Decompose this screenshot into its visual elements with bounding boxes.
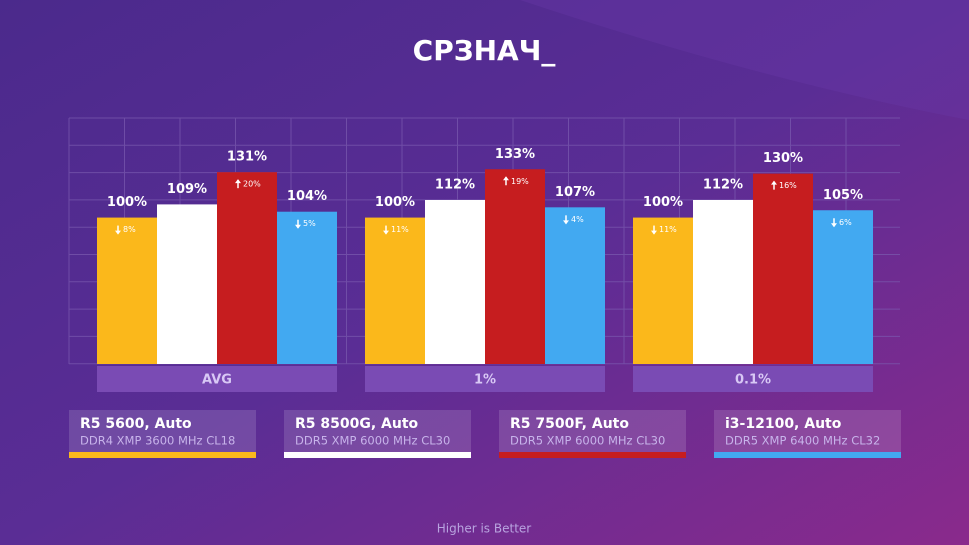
- category-band: [365, 366, 605, 392]
- change-arrow: [771, 180, 777, 190]
- value-label: 100%: [375, 195, 415, 210]
- legend-box: [499, 410, 686, 458]
- legend-swatch: [499, 452, 686, 458]
- category-band: [633, 366, 873, 392]
- bar: [157, 204, 217, 364]
- change-label: 6%: [839, 218, 852, 227]
- legend-box: [69, 410, 256, 458]
- arrow-head: [503, 176, 509, 181]
- bar: [545, 207, 605, 364]
- arrow-head: [771, 180, 777, 185]
- bar: [365, 217, 425, 364]
- arrow-head: [115, 230, 121, 235]
- change-label: 19%: [511, 177, 529, 186]
- change-label: 16%: [779, 181, 797, 190]
- bar: [425, 200, 485, 364]
- footnote: Higher is Better: [437, 522, 532, 536]
- change-arrow: [383, 225, 389, 235]
- change-label: 20%: [243, 180, 261, 189]
- legend-box: [284, 410, 471, 458]
- change-label: 8%: [123, 225, 136, 234]
- legend-name: R5 7500F, Auto: [510, 416, 629, 432]
- arrow-head: [831, 223, 837, 228]
- category-label: 1%: [474, 373, 496, 388]
- change-arrow: [503, 176, 509, 186]
- value-label: 100%: [643, 195, 683, 210]
- legend-name: i3-12100, Auto: [725, 416, 842, 432]
- value-label: 131%: [227, 150, 267, 165]
- change-arrow: [115, 225, 121, 235]
- legend-subtitle: DDR5 XMP 6000 MHz CL30: [510, 434, 665, 448]
- legend-subtitle: DDR5 XMP 6400 MHz CL32: [725, 434, 880, 448]
- background-shape: [520, 0, 969, 120]
- bar: [97, 217, 157, 364]
- arrow-head: [383, 230, 389, 235]
- category-label: AVG: [202, 373, 232, 388]
- chart-title: СРЗНАЧ_: [413, 34, 556, 67]
- bar: [277, 211, 337, 364]
- change-label: 5%: [303, 219, 316, 228]
- category-label: 0.1%: [735, 373, 771, 388]
- bar: [753, 173, 813, 364]
- bar: [485, 169, 545, 364]
- change-arrow: [295, 219, 301, 229]
- change-label: 4%: [571, 215, 584, 224]
- change-label: 11%: [659, 225, 677, 234]
- category-band: [97, 366, 337, 392]
- legend-swatch: [284, 452, 471, 458]
- legend-subtitle: DDR4 XMP 3600 MHz CL18: [80, 434, 235, 448]
- bar: [217, 172, 277, 364]
- change-arrow: [831, 218, 837, 228]
- legend-name: R5 5600, Auto: [80, 416, 192, 432]
- arrow-head: [563, 220, 569, 225]
- value-label: 130%: [763, 151, 803, 166]
- value-label: 112%: [435, 178, 475, 193]
- value-label: 100%: [107, 195, 147, 210]
- value-label: 104%: [287, 189, 327, 204]
- value-label: 105%: [823, 188, 863, 203]
- change-arrow: [651, 225, 657, 235]
- change-label: 11%: [391, 225, 409, 234]
- bar: [633, 217, 693, 364]
- legend-swatch: [714, 452, 901, 458]
- legend-swatch: [69, 452, 256, 458]
- bar: [813, 210, 873, 364]
- legend-subtitle: DDR5 XMP 6000 MHz CL30: [295, 434, 450, 448]
- legend-box: [714, 410, 901, 458]
- value-label: 112%: [703, 178, 743, 193]
- arrow-head: [651, 230, 657, 235]
- value-label: 109%: [167, 182, 207, 197]
- arrow-head: [295, 224, 301, 229]
- arrow-head: [235, 179, 241, 184]
- legend-name: R5 8500G, Auto: [295, 416, 419, 432]
- change-arrow: [235, 179, 241, 189]
- value-label: 107%: [555, 185, 595, 200]
- change-arrow: [563, 215, 569, 225]
- bar: [693, 200, 753, 364]
- value-label: 133%: [495, 147, 535, 162]
